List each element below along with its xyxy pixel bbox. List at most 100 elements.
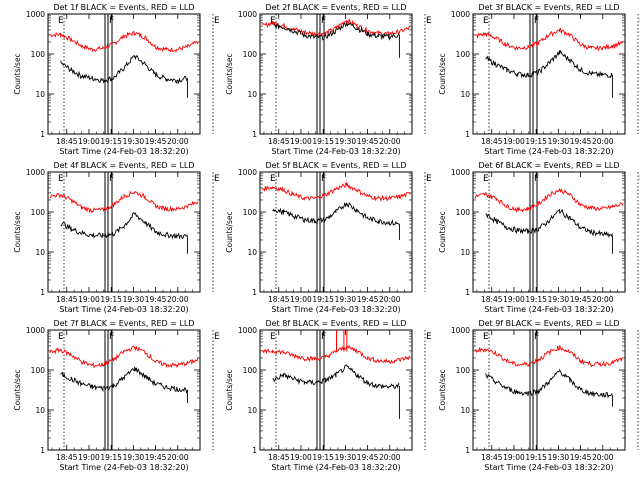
x-tick-label: 19:15 <box>100 137 122 146</box>
y-tick-label: 10 <box>460 90 470 99</box>
x-tick-label: 19:45 <box>145 137 167 146</box>
plot-frame <box>472 329 626 451</box>
x-tick-label: 18:45 <box>268 137 290 146</box>
detector-panel-7: Det 7f BLACK = Events, RED = LLD 1 10 100 10… <box>13 319 220 472</box>
x-tick-label: 19:30 <box>123 295 145 304</box>
panel-title: Det 9f BLACK = Events, RED = LLD <box>478 319 619 328</box>
y-tick-label: 1000 <box>238 10 257 19</box>
x-tick-label: 19:30 <box>335 453 357 462</box>
y-tick-label: 1000 <box>451 10 470 19</box>
y-axis-label: Counts/sec <box>225 53 234 94</box>
marker-e: E <box>270 174 276 184</box>
events-series-line <box>272 364 400 390</box>
x-tick-label: 20:00 <box>167 453 189 462</box>
x-tick-label: 18:45 <box>56 453 78 462</box>
y-tick-label: 1000 <box>238 326 257 335</box>
y-tick-label: 1 <box>40 446 45 455</box>
x-tick-label: 20:00 <box>379 453 401 462</box>
y-tick-label: 100 <box>456 50 471 59</box>
events-series-line <box>60 366 188 394</box>
x-axis-label: Start Time (24-Feb-03 18:32:20) <box>484 305 613 314</box>
y-tick-label: 1 <box>40 288 45 297</box>
x-tick-label: 18:45 <box>481 453 503 462</box>
marker-e: E <box>426 174 432 184</box>
y-tick-label: 1000 <box>451 168 470 177</box>
panel-title: Det 3f BLACK = Events, RED = LLD <box>478 3 619 12</box>
x-tick-label: 19:45 <box>357 137 379 146</box>
y-tick-label: 1000 <box>26 168 45 177</box>
y-tick-label: 1000 <box>26 10 45 19</box>
lld-series-line <box>49 190 199 214</box>
x-tick-label: 19:15 <box>100 453 122 462</box>
marker-e: E <box>426 332 432 342</box>
panel-title: Det 6f BLACK = Events, RED = LLD <box>478 161 619 170</box>
x-tick-label: 19:00 <box>290 295 312 304</box>
lld-series-line <box>261 344 411 365</box>
x-tick-label: 20:00 <box>167 137 189 146</box>
x-tick-label: 19:15 <box>312 137 334 146</box>
marker-e: E <box>426 16 432 26</box>
y-axis-label: Counts/sec <box>225 211 234 252</box>
panel-title: Det 7f BLACK = Events, RED = LLD <box>53 319 194 328</box>
y-axis-label: Counts/sec <box>13 211 22 252</box>
y-tick-label: 100 <box>243 50 258 59</box>
marker-e: E <box>483 16 489 26</box>
x-tick-label: 19:45 <box>570 295 592 304</box>
lld-series-line <box>474 345 624 368</box>
y-axis-label: Counts/sec <box>13 53 22 94</box>
panel-title: Det 4f BLACK = Events, RED = LLD <box>53 161 194 170</box>
x-tick-label: 19:30 <box>548 137 570 146</box>
events-series-line <box>485 368 613 399</box>
x-tick-label: 20:00 <box>592 295 614 304</box>
y-tick-label: 100 <box>31 366 46 375</box>
x-tick-label: 19:00 <box>78 453 100 462</box>
x-tick-label: 19:30 <box>548 453 570 462</box>
events-series-line <box>272 21 400 41</box>
x-tick-label: 20:00 <box>592 453 614 462</box>
x-axis-label: Start Time (24-Feb-03 18:32:20) <box>59 463 188 472</box>
y-axis-label: Counts/sec <box>438 369 447 410</box>
x-axis-label: Start Time (24-Feb-03 18:32:20) <box>271 147 400 156</box>
events-series-line <box>60 55 188 85</box>
lld-series-line <box>474 27 624 52</box>
x-tick-label: 19:00 <box>290 137 312 146</box>
x-tick-label: 19:45 <box>570 137 592 146</box>
x-tick-label: 19:30 <box>548 295 570 304</box>
y-tick-label: 10 <box>35 90 45 99</box>
x-tick-label: 19:30 <box>335 295 357 304</box>
x-tick-label: 19:00 <box>290 453 312 462</box>
y-tick-label: 1 <box>40 130 45 139</box>
x-tick-label: 19:15 <box>525 137 547 146</box>
marker-e: E <box>214 174 220 184</box>
x-tick-label: 19:15 <box>312 453 334 462</box>
plot-frame <box>47 329 201 451</box>
x-tick-label: 18:45 <box>268 453 290 462</box>
y-tick-label: 1000 <box>238 168 257 177</box>
y-axis-label: Counts/sec <box>438 211 447 252</box>
y-tick-label: 1 <box>465 288 470 297</box>
lld-series-line <box>261 182 411 202</box>
y-tick-label: 100 <box>31 208 46 217</box>
events-series-line <box>485 49 613 79</box>
y-tick-label: 10 <box>247 248 257 257</box>
marker-e: E <box>214 332 220 342</box>
y-tick-label: 10 <box>247 90 257 99</box>
y-tick-label: 100 <box>243 366 258 375</box>
y-tick-label: 10 <box>460 406 470 415</box>
detector-panel-6: Det 6f BLACK = Events, RED = LLD 1 10 100 10… <box>438 161 640 314</box>
plot-frame <box>47 171 201 293</box>
x-tick-label: 19:00 <box>78 137 100 146</box>
plot-frame <box>472 171 626 293</box>
x-tick-label: 18:45 <box>268 295 290 304</box>
lld-series-line <box>261 18 411 38</box>
y-tick-label: 1 <box>465 446 470 455</box>
x-tick-label: 20:00 <box>167 295 189 304</box>
x-axis-label: Start Time (24-Feb-03 18:32:20) <box>484 463 613 472</box>
y-tick-label: 100 <box>456 208 471 217</box>
lld-series-line <box>474 188 624 213</box>
y-tick-label: 100 <box>243 208 258 217</box>
x-tick-label: 18:45 <box>481 295 503 304</box>
x-tick-label: 19:45 <box>570 453 592 462</box>
detector-panel-3: Det 3f BLACK = Events, RED = LLD 1 10 100 10… <box>438 3 640 156</box>
